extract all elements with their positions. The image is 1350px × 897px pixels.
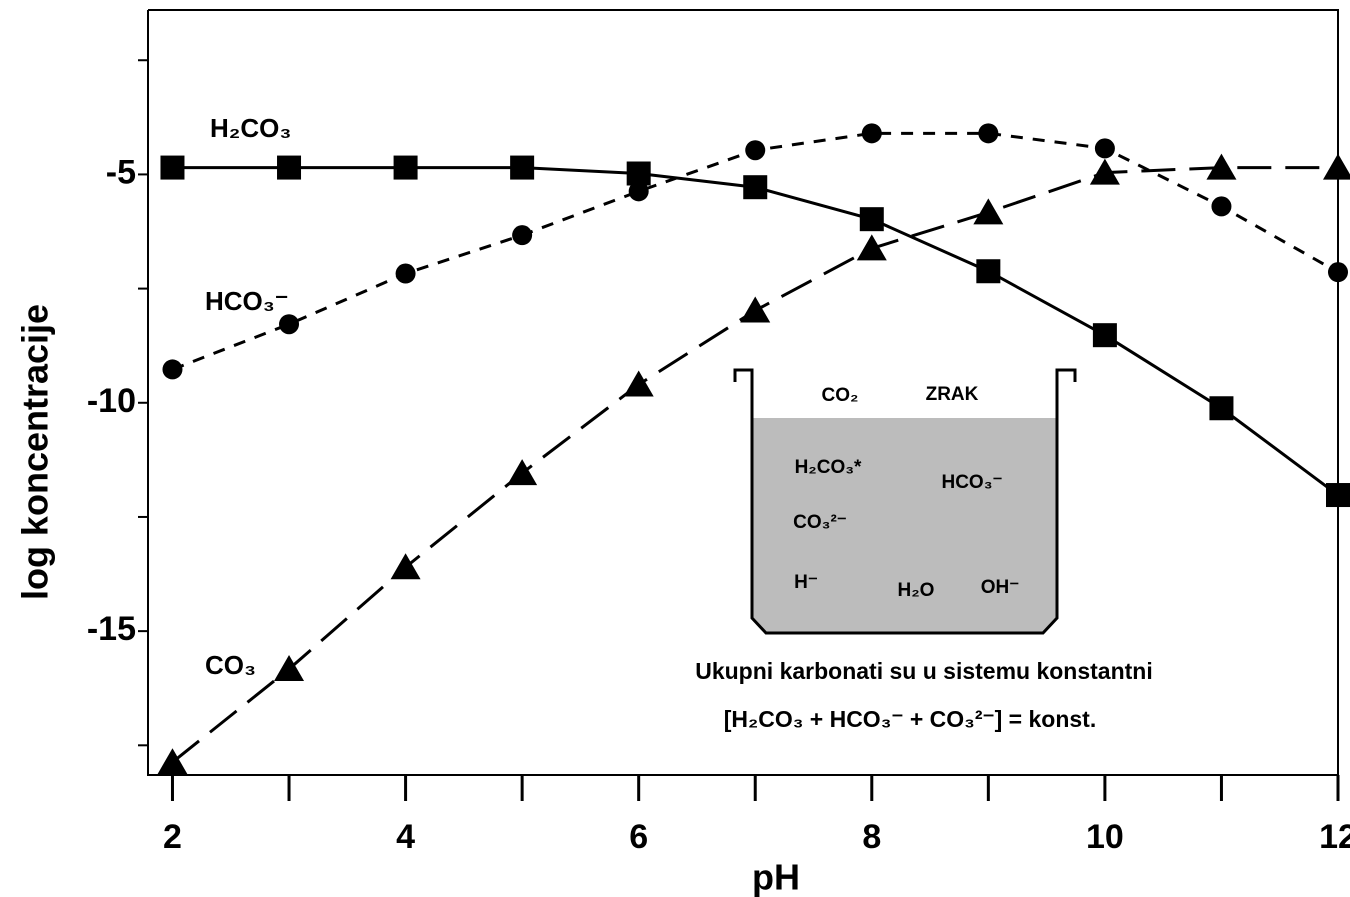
y-axis-title: log koncentracije (15, 304, 56, 600)
marker-square (160, 156, 184, 180)
caption: Ukupni karbonati su u sistemu konstantni (695, 658, 1153, 684)
caption: [H₂CO₃ + HCO₃⁻ + CO₃²⁻] = konst. (724, 706, 1096, 732)
inset-label: H⁻ (794, 572, 818, 593)
marker-circle (512, 225, 532, 245)
page: {"chart_data": { "type": "line", "x_labe… (0, 0, 1350, 897)
marker-square (1209, 396, 1233, 420)
x-tick-label: 12 (1319, 818, 1350, 856)
inset-label: CO₂ (822, 385, 859, 406)
marker-circle (279, 314, 299, 334)
y-tick-label: -15 (87, 610, 136, 648)
marker-square (510, 156, 534, 180)
beaker: CO₂ ZRAK H₂CO₃* HCO₃⁻ CO₃²⁻ H⁻ H₂O OH⁻ (735, 370, 1075, 633)
marker-triangle (740, 297, 770, 323)
series-label: H₂CO₃ (210, 113, 291, 143)
inset-label: CO₃²⁻ (793, 512, 847, 533)
chart: pH log koncentracije CO₂ ZRAK H₂CO₃* HCO… (0, 0, 1350, 897)
marker-circle (396, 264, 416, 284)
marker-square (860, 207, 884, 231)
marker-triangle (624, 371, 654, 397)
x-tick-label: 8 (862, 818, 881, 856)
marker-triangle (857, 234, 887, 260)
marker-triangle (1323, 154, 1350, 180)
marker-triangle (507, 459, 537, 485)
series-label: CO₃ (205, 650, 256, 680)
inset-label: HCO₃⁻ (941, 472, 1002, 493)
y-tick-label: -10 (87, 382, 136, 420)
x-axis-title: pH (752, 857, 800, 897)
x-tick-label: 10 (1086, 818, 1124, 856)
inset-label: H₂O (898, 580, 935, 601)
marker-square (976, 259, 1000, 283)
marker-square (394, 156, 418, 180)
marker-circle (1211, 196, 1231, 216)
marker-circle (1328, 262, 1348, 282)
marker-circle (1095, 138, 1115, 158)
x-tick-label: 2 (163, 818, 182, 856)
marker-square (277, 156, 301, 180)
series-label: HCO₃⁻ (205, 286, 289, 316)
x-tick-label: 4 (396, 818, 415, 856)
marker-triangle (973, 198, 1003, 224)
marker-circle (629, 181, 649, 201)
x-tick-label: 6 (629, 818, 648, 856)
marker-circle (978, 123, 998, 143)
marker-square (1093, 323, 1117, 347)
inset-label: OH⁻ (981, 577, 1020, 598)
marker-circle (745, 140, 765, 160)
inset-label: ZRAK (926, 384, 979, 405)
marker-circle (162, 359, 182, 379)
marker-square (743, 175, 767, 199)
marker-square (1326, 483, 1350, 507)
y-tick-label: -5 (106, 153, 136, 191)
marker-circle (862, 123, 882, 143)
inset-label: H₂CO₃* (795, 457, 862, 478)
